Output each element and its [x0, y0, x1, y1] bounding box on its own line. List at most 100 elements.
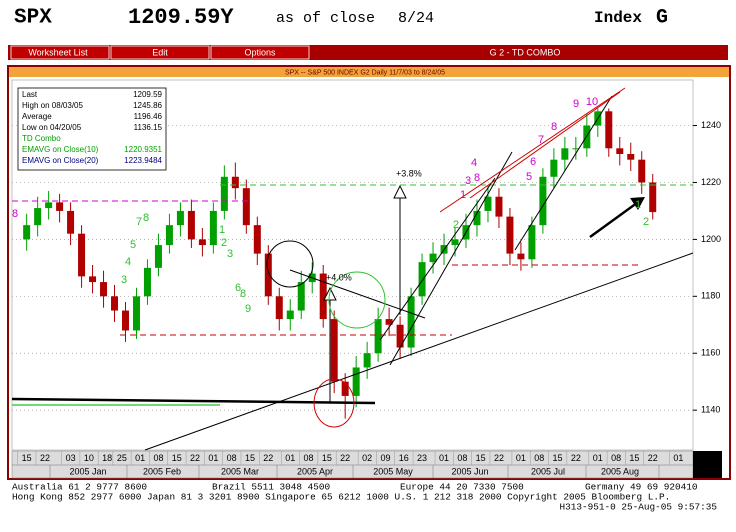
- month-label: 2005 Jul: [531, 466, 565, 476]
- trend-line: [389, 151, 513, 366]
- candle-body: [253, 225, 261, 254]
- candle-body: [209, 210, 217, 246]
- x-tick-label: 09: [380, 453, 390, 463]
- trend-line: [514, 95, 613, 251]
- x-tick-label: 22: [340, 453, 350, 463]
- x-tick-label: 01: [673, 453, 683, 463]
- candle-body: [198, 239, 206, 246]
- trend-line: [144, 252, 694, 451]
- candle-body: [78, 233, 86, 277]
- month-label: 2005 Aug: [601, 466, 639, 476]
- month-label: 2005 Apr: [297, 466, 333, 476]
- y-tick-label: 1140: [701, 405, 720, 415]
- as-of: as of close: [276, 10, 375, 27]
- candle-body: [330, 319, 338, 382]
- candle-body: [627, 154, 635, 160]
- candle-body: [122, 310, 129, 331]
- x-tick-label: 02: [362, 453, 372, 463]
- footer-text: Australia 61 2 9777 8600: [12, 481, 147, 492]
- trend-line: [439, 87, 626, 213]
- title-bar: [9, 67, 729, 77]
- candle-body: [473, 210, 481, 226]
- candle-body: [429, 253, 437, 263]
- candle-body: [363, 353, 371, 368]
- legend-box: [17, 87, 167, 171]
- month-label: 2005 May: [373, 466, 413, 476]
- corner-block: [693, 451, 722, 478]
- candle-body: [649, 182, 657, 213]
- x-tick-label: 01: [516, 453, 526, 463]
- candle-body: [220, 176, 228, 211]
- candle-body: [341, 381, 349, 396]
- td-count: 5: [130, 239, 136, 251]
- x-tick-label: 23: [417, 453, 427, 463]
- td-count: 2: [221, 237, 227, 249]
- candle-body: [143, 267, 151, 297]
- menu-label[interactable]: Edit: [152, 47, 168, 57]
- legend-label: Last: [22, 90, 38, 99]
- menu-tab[interactable]: Options: [210, 45, 310, 60]
- candle-body: [605, 111, 613, 149]
- td-count: 8: [240, 288, 246, 300]
- chart-title: SPX -- S&P 500 INDEX G2 Daily 11/7/03 to…: [285, 69, 445, 76]
- x-tick-label: 18: [102, 453, 112, 463]
- menu-tab[interactable]: Worksheet List: [10, 45, 110, 60]
- legend-label: TD Combo: [22, 134, 61, 143]
- x-tick-label: 08: [304, 453, 314, 463]
- menu-label[interactable]: Options: [244, 47, 276, 57]
- legend-value: 1220.9351: [124, 145, 162, 154]
- x-tick-label: 16: [399, 453, 409, 463]
- legend-label: EMAVG on Close(10): [22, 145, 99, 154]
- trend-line: [379, 177, 496, 341]
- menu-label[interactable]: Worksheet List: [28, 47, 88, 57]
- candle-body: [242, 188, 250, 226]
- candle-body: [34, 208, 42, 226]
- month-label: 2005 Jan: [69, 466, 106, 476]
- td-count: 9: [573, 98, 579, 110]
- td-count: 8: [12, 208, 18, 220]
- td-count: 5: [526, 171, 532, 183]
- td-count: 8: [474, 172, 480, 184]
- arrow-head: [630, 197, 645, 210]
- legend-label: Low on 04/20/05: [22, 123, 82, 132]
- x-tick-label: 22: [263, 453, 273, 463]
- x-tick-label: 01: [439, 453, 449, 463]
- candle-body: [484, 196, 492, 211]
- candle-body: [638, 159, 646, 183]
- td-count: 9: [245, 303, 251, 315]
- td-count: 1: [635, 199, 641, 211]
- x-tick-label: 08: [153, 453, 163, 463]
- td-count: 2: [453, 219, 459, 231]
- x-tick-label: 01: [593, 453, 603, 463]
- circle: [328, 271, 386, 329]
- candle-body: [561, 148, 569, 160]
- circle: [313, 378, 355, 428]
- candle-body: [352, 367, 360, 396]
- td-count: 7: [136, 216, 142, 228]
- td-count: 7: [538, 134, 544, 146]
- x-tick-label: 15: [172, 453, 182, 463]
- drawings: [11, 87, 694, 451]
- legend-value: 1136.15: [134, 123, 163, 132]
- candle-body: [45, 202, 53, 209]
- y-tick-label: 1160: [701, 348, 720, 358]
- x-tick-label: 01: [208, 453, 218, 463]
- circle: [266, 240, 314, 288]
- arrow-head: [393, 184, 407, 199]
- candle-body: [154, 245, 162, 268]
- candle-body: [275, 296, 283, 320]
- market: Index: [594, 9, 642, 27]
- candle-body: [517, 253, 525, 260]
- candle-body: [319, 273, 327, 320]
- x-tick-label: 15: [629, 453, 639, 463]
- legend-label: High on 08/03/05: [22, 101, 83, 110]
- menu-tab[interactable]: Edit: [110, 45, 210, 60]
- legend: Last 1209.59 High on 08/03/05 1245.86 Averag…: [17, 87, 167, 171]
- month-label: 2005 Feb: [143, 466, 181, 476]
- y-tick-label: 1220: [701, 177, 721, 187]
- candle-body: [132, 296, 140, 331]
- month-label: 2005 Jun: [451, 466, 488, 476]
- candle-body: [374, 319, 382, 354]
- y-tick-label: 1200: [701, 234, 721, 244]
